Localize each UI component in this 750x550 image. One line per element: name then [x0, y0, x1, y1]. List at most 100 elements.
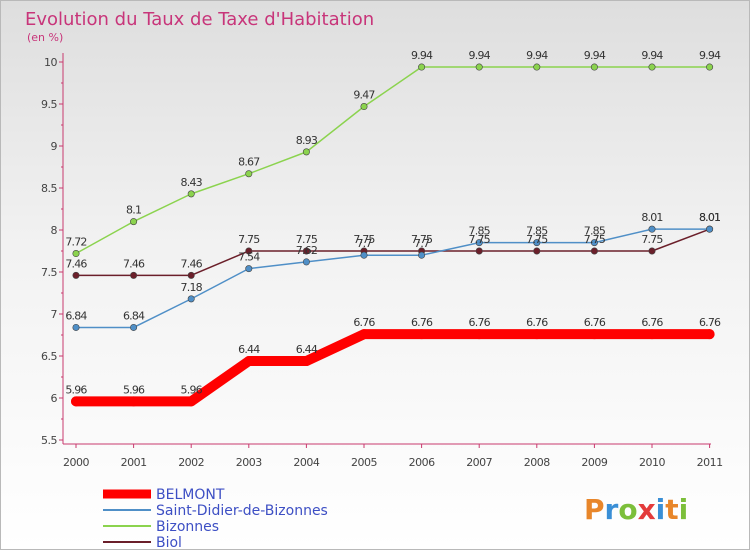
data-point: [130, 323, 138, 331]
data-label: 9.94: [469, 49, 491, 62]
data-label: 7.85: [584, 225, 606, 238]
logo-letter: o: [618, 493, 637, 526]
data-point: [187, 190, 195, 198]
data-point: [130, 218, 138, 226]
x-tick-label: 2005: [351, 456, 377, 469]
data-point: [704, 329, 715, 340]
data-label: 9.94: [641, 49, 663, 62]
data-label: 8.01: [699, 211, 720, 224]
logo-letter: x: [638, 493, 656, 526]
data-label: 7.75: [584, 233, 606, 246]
data-label: 8.93: [296, 134, 318, 147]
data-label: 6.76: [526, 316, 548, 329]
data-label: 7.75: [238, 233, 260, 246]
data-label: 6.84: [65, 309, 87, 322]
data-label: 6.76: [699, 316, 721, 329]
y-tick-label: 8: [51, 224, 58, 237]
data-point: [590, 247, 598, 255]
data-point: [533, 239, 541, 247]
data-label: 9.94: [411, 49, 433, 62]
data-label: 8.01: [641, 211, 662, 224]
data-label: 7.62: [296, 244, 317, 257]
data-label: 9.47: [353, 89, 375, 102]
y-tick-label: 6.5: [41, 350, 57, 363]
x-tick-label: 2009: [581, 456, 607, 469]
data-label: 6.44: [238, 343, 260, 356]
data-point: [187, 295, 195, 303]
x-tick-label: 2006: [409, 456, 435, 469]
y-tick-label: 10: [44, 56, 57, 69]
data-label: 7.75: [526, 233, 548, 246]
x-tick-label: 2000: [63, 456, 89, 469]
data-label: 6.44: [296, 343, 318, 356]
data-label: 6.76: [469, 316, 491, 329]
series-layer: [71, 63, 715, 407]
data-label: 7.75: [353, 233, 375, 246]
data-point: [72, 250, 80, 258]
data-label: 6.76: [584, 316, 606, 329]
data-label: 8.01: [699, 211, 720, 224]
data-point: [475, 247, 483, 255]
chart-title: Evolution du Taux de Taxe d'Habitation: [25, 9, 374, 30]
data-point: [416, 329, 427, 340]
data-point: [186, 396, 197, 407]
legend-label: BELMONT: [156, 487, 225, 503]
data-point: [647, 329, 657, 340]
data-label: 5.96: [181, 383, 203, 396]
data-label: 7.75: [296, 233, 318, 246]
data-point: [533, 63, 541, 71]
data-point: [71, 396, 81, 407]
x-tick-label: 2002: [178, 456, 204, 469]
x-tick-label: 2008: [524, 456, 550, 469]
y-tick-label: 7.5: [41, 266, 57, 279]
logo-letter: P: [584, 493, 605, 526]
x-tick-label: 2010: [639, 456, 665, 469]
data-label: 9.94: [584, 49, 606, 62]
data-label: 8.43: [181, 176, 203, 189]
proxiti-logo: Proxiti: [584, 493, 688, 526]
data-point: [301, 356, 312, 367]
data-point: [302, 258, 310, 266]
data-point: [243, 356, 254, 367]
data-point: [648, 247, 656, 255]
x-tick-label: 2003: [236, 456, 262, 469]
data-point: [418, 63, 426, 71]
data-point: [590, 239, 598, 247]
data-point: [302, 148, 310, 156]
x-tick-label: 2004: [293, 456, 319, 469]
data-point: [245, 265, 253, 273]
series-line-bizonnes: [75, 66, 711, 255]
data-label: 7.7: [356, 237, 372, 250]
legend: BELMONTSaint-Didier-de-BizonnesBizonnesB…: [103, 487, 328, 549]
data-label: 5.96: [65, 383, 87, 396]
series-line-belmont: [71, 329, 715, 407]
axes: 5.5 6 6.5 7 7.5 8 8.5 9 9.5 10 2000 2001 2002 2003 200…: [41, 53, 723, 469]
logo-letter: t: [665, 493, 678, 526]
data-label: 7.7: [414, 237, 430, 250]
data-label: 7.46: [123, 257, 145, 270]
data-point: [360, 103, 368, 111]
x-tick-label: 2007: [466, 456, 492, 469]
data-label: 7.75: [469, 233, 491, 246]
data-label: 7.46: [65, 257, 87, 270]
data-label: 9.94: [699, 49, 721, 62]
data-point: [72, 323, 80, 331]
data-point: [648, 225, 656, 233]
data-point: [648, 63, 656, 71]
logo-letter: i: [679, 493, 689, 526]
logo-letter: r: [605, 493, 619, 526]
data-label: 7.54: [238, 251, 260, 264]
chart-subtitle: (en %): [27, 31, 63, 44]
data-point: [245, 247, 253, 255]
y-tick-label: 6: [51, 392, 58, 405]
data-label: 7.75: [411, 233, 433, 246]
y-tick-label: 9.5: [41, 98, 57, 111]
data-point: [72, 271, 80, 279]
data-point: [245, 170, 253, 178]
data-point: [531, 329, 542, 340]
data-label: 7.85: [526, 225, 548, 238]
legend-label: Saint-Didier-de-Bizonnes: [156, 503, 328, 519]
logo-letter: i: [656, 493, 666, 526]
